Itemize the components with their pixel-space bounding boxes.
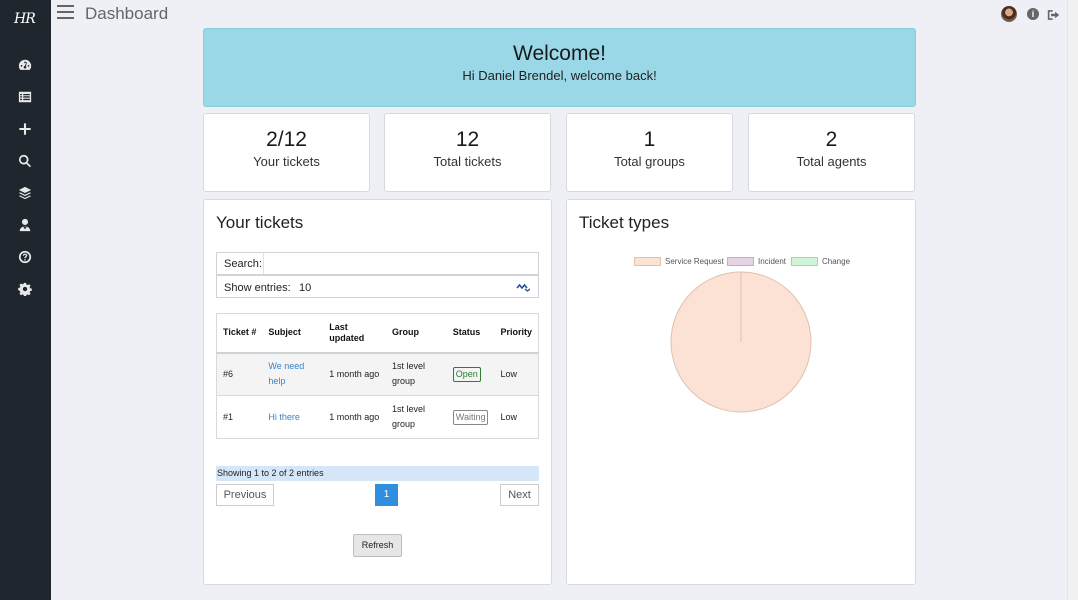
refresh-button[interactable]: Refresh xyxy=(353,534,402,557)
stat-value: 2 xyxy=(825,128,838,151)
your-tickets-panel: Your tickets Search: Show entries: 10 Ti… xyxy=(203,199,552,585)
show-entries-label: Show entries: xyxy=(224,282,291,294)
column-header-group[interactable]: Group xyxy=(386,313,447,354)
stat-label: Total tickets xyxy=(433,154,502,169)
sidebar-item-agents[interactable] xyxy=(16,216,34,234)
plus-icon xyxy=(19,123,31,135)
logo-text: HR xyxy=(14,11,36,27)
tickets-table: Ticket # Subject Last updated Group Stat… xyxy=(216,313,539,439)
stat-total-agents: 2 Total agents xyxy=(748,113,915,192)
sidebar-item-settings[interactable] xyxy=(16,280,34,298)
column-header-status[interactable]: Status xyxy=(446,313,495,354)
table-header-row: Ticket # Subject Last updated Group Stat… xyxy=(216,313,539,354)
sidebar-item-groups[interactable] xyxy=(16,184,34,202)
stat-value: 2/12 xyxy=(266,128,307,151)
previous-page-button[interactable]: Previous xyxy=(216,484,274,506)
status-badge: Open xyxy=(452,366,481,382)
ticket-subject-cell: We need help xyxy=(262,352,324,396)
legend-swatch xyxy=(791,257,818,266)
help-icon xyxy=(18,250,32,264)
ticket-subject-link[interactable]: We need help xyxy=(268,361,305,387)
show-entries-select[interactable]: Show entries: 10 xyxy=(216,275,539,298)
column-header-priority[interactable]: Priority xyxy=(494,313,539,354)
info-icon[interactable]: i xyxy=(1027,8,1039,20)
ticket-updated: 1 month ago xyxy=(323,395,387,439)
welcome-title: Welcome! xyxy=(513,42,606,65)
sidebar-item-help[interactable] xyxy=(16,248,34,266)
search-label: Search: xyxy=(224,258,262,270)
stat-label: Total groups xyxy=(614,154,685,169)
legend-swatch xyxy=(727,257,754,266)
legend-swatch xyxy=(634,257,661,266)
ticket-subject-link[interactable]: Hi there xyxy=(268,411,300,422)
legend-label: Change xyxy=(822,257,851,266)
ticket-subject-cell: Hi there xyxy=(262,395,324,439)
app-logo[interactable]: HR xyxy=(14,11,38,29)
ticket-group: 1st level group xyxy=(386,352,447,396)
stat-value: 1 xyxy=(643,128,656,151)
next-page-button[interactable]: Next xyxy=(500,484,539,506)
sidebar-item-new[interactable] xyxy=(16,120,34,138)
sidebar: HR xyxy=(0,0,51,600)
welcome-subtitle: Hi Daniel Brendel, welcome back! xyxy=(462,68,657,83)
column-header-last-updated[interactable]: Last updated xyxy=(323,313,387,354)
stat-label: Total agents xyxy=(796,154,867,169)
column-header-ticket[interactable]: Ticket # xyxy=(216,313,263,354)
user-icon xyxy=(19,218,31,232)
stat-your-tickets: 2/12 Your tickets xyxy=(203,113,370,192)
table-info: Showing 1 to 2 of 2 entries xyxy=(216,466,539,481)
sidebar-item-search[interactable] xyxy=(16,152,34,170)
ticket-types-title: Ticket types xyxy=(579,213,670,232)
stat-total-tickets: 12 Total tickets xyxy=(384,113,551,192)
search-row: Search: xyxy=(216,252,539,275)
page-title: Dashboard xyxy=(85,4,169,23)
stat-total-groups: 1 Total groups xyxy=(566,113,733,192)
search-icon xyxy=(19,154,32,168)
sidebar-item-list[interactable] xyxy=(16,88,34,106)
ticket-types-pie-chart xyxy=(670,271,812,413)
show-entries-value: 10 xyxy=(299,282,312,294)
search-input[interactable] xyxy=(263,253,538,274)
dropdown-arrow-icon xyxy=(516,283,530,292)
legend-item-service-request[interactable]: Service Request xyxy=(634,257,724,266)
status-badge: Waiting xyxy=(452,409,489,425)
list-icon xyxy=(18,91,32,103)
stat-label: Your tickets xyxy=(253,154,320,169)
page-1-button[interactable]: 1 xyxy=(375,484,398,506)
table-row[interactable]: #1 Hi there 1 month ago 1st level group … xyxy=(216,395,539,439)
legend-item-change[interactable]: Change xyxy=(791,257,850,266)
ticket-types-panel: Ticket types Service Request Incident Ch… xyxy=(566,199,916,585)
gear-icon xyxy=(18,282,32,296)
your-tickets-title: Your tickets xyxy=(216,213,304,232)
legend-item-incident[interactable]: Incident xyxy=(727,257,786,266)
table-row[interactable]: #6 We need help 1 month ago 1st level gr… xyxy=(216,352,539,396)
ticket-priority: Low xyxy=(494,352,539,396)
column-header-subject[interactable]: Subject xyxy=(262,313,324,354)
ticket-status-cell: Waiting xyxy=(446,395,495,439)
welcome-banner: Welcome! Hi Daniel Brendel, welcome back… xyxy=(203,28,916,107)
ticket-updated: 1 month ago xyxy=(323,352,387,396)
legend-label: Service Request xyxy=(665,257,724,266)
page-scrollbar[interactable] xyxy=(1067,0,1078,600)
stat-value: 12 xyxy=(455,128,480,151)
ticket-group: 1st level group xyxy=(386,395,447,439)
ticket-status-cell: Open xyxy=(446,352,495,396)
layers-icon xyxy=(18,186,32,200)
ticket-priority: Low xyxy=(494,395,539,439)
ticket-id: #6 xyxy=(216,352,263,396)
logout-icon[interactable] xyxy=(1047,8,1060,20)
dashboard-icon xyxy=(18,59,32,70)
hamburger-menu-button[interactable] xyxy=(57,5,74,20)
avatar[interactable] xyxy=(1001,6,1017,22)
legend-label: Incident xyxy=(758,257,787,266)
sidebar-item-dashboard[interactable] xyxy=(16,56,34,74)
ticket-id: #1 xyxy=(216,395,263,439)
